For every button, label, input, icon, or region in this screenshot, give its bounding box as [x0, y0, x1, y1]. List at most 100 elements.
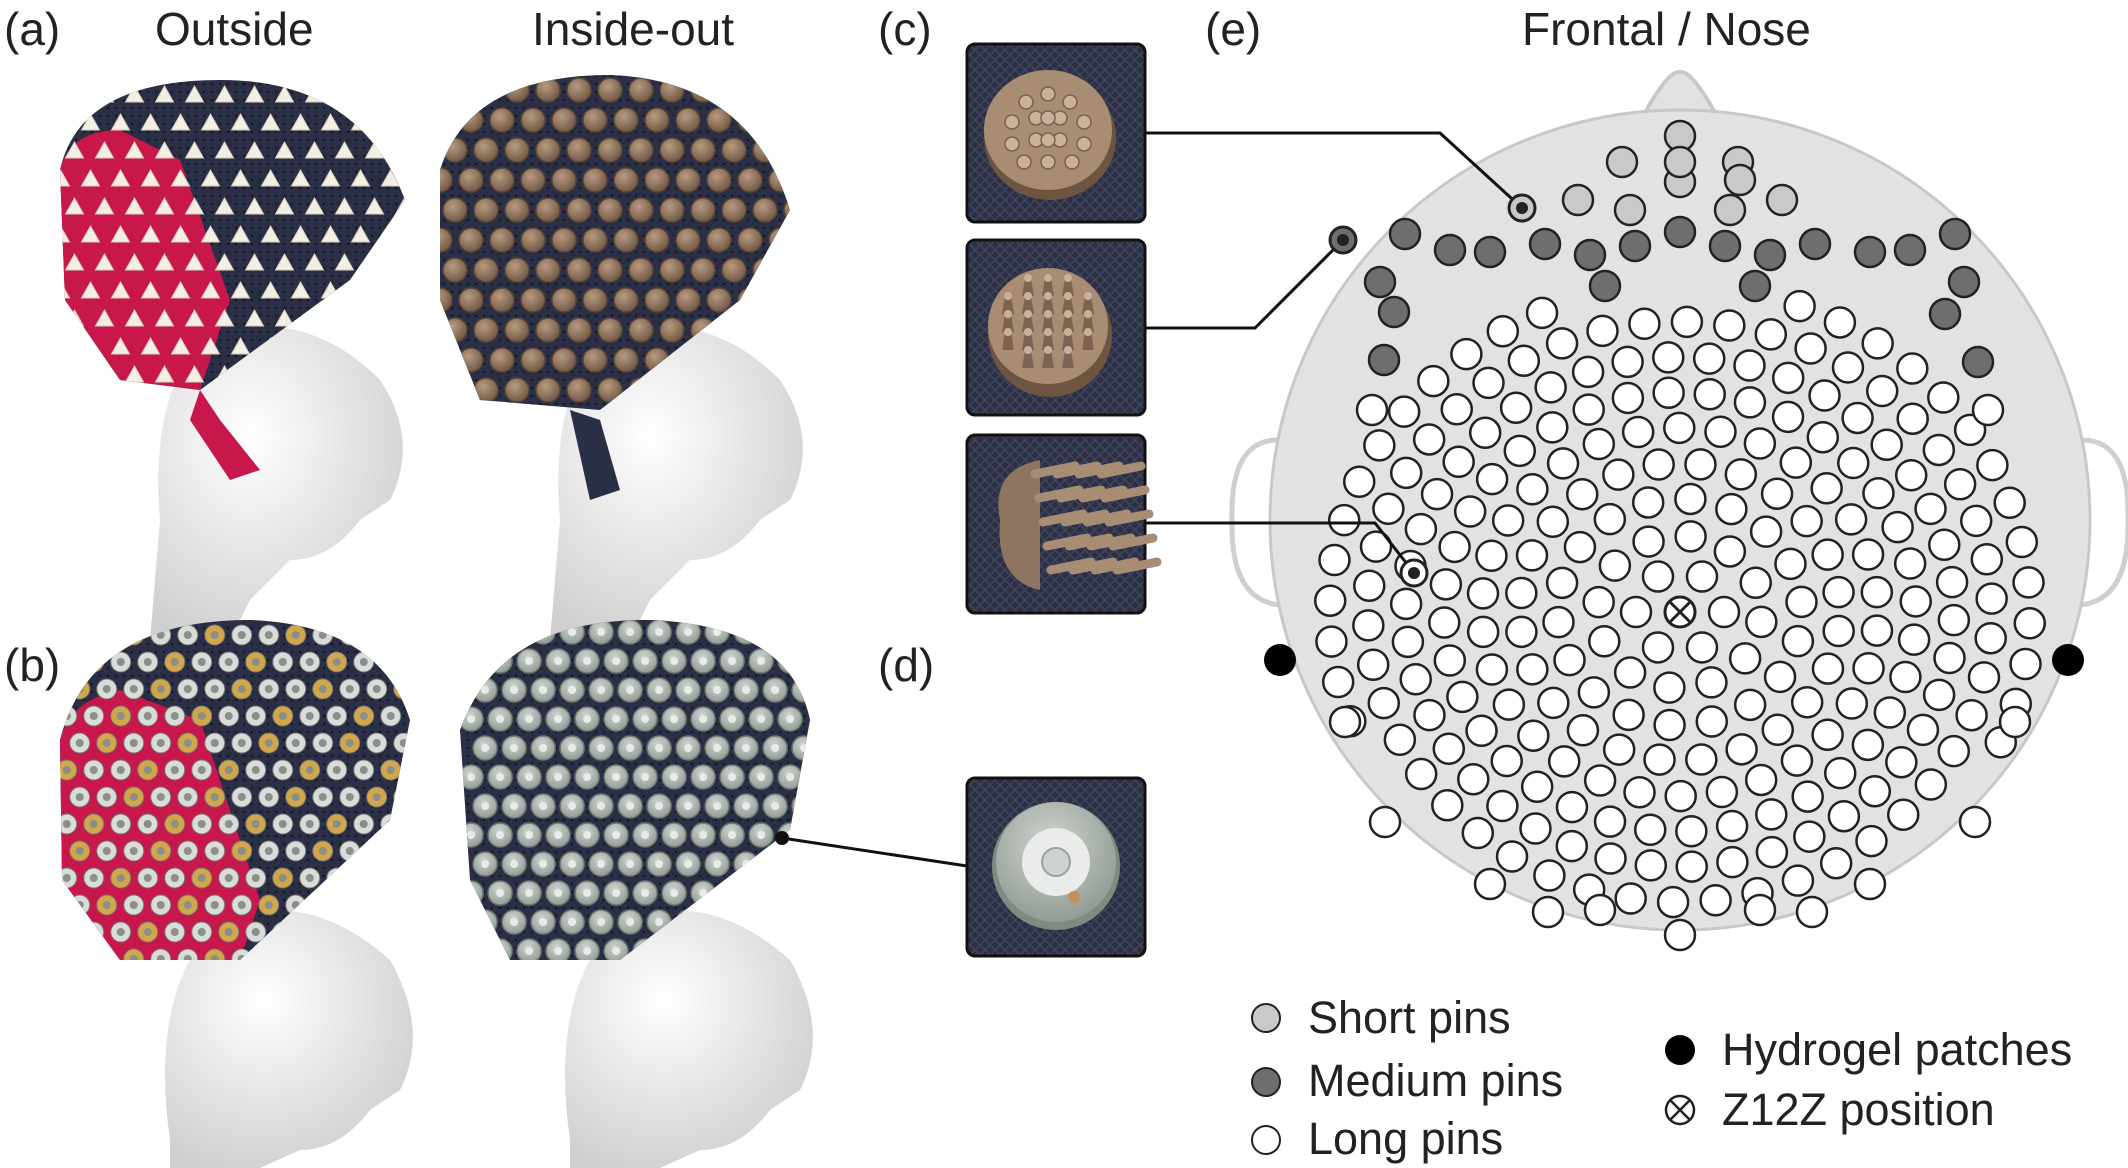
electrode-holder-icon	[260, 280, 281, 299]
long-pin-electrode	[1781, 864, 1815, 897]
electrode-housing-center	[612, 831, 621, 839]
electrode-holder-icon	[124, 140, 145, 159]
legend-hydrogel-symbol	[1665, 1035, 1695, 1065]
disc-electrode-center	[75, 847, 84, 855]
pin-comb-icon	[504, 137, 530, 163]
medium-pin-tip	[1064, 292, 1072, 300]
disc-electrode-center	[183, 847, 192, 855]
long-pin-electrode	[1970, 543, 2004, 576]
short-pin-icon	[1040, 132, 1056, 148]
electrode-housing-center	[467, 773, 476, 781]
medium-pin-electrode	[1708, 229, 1742, 263]
long-pin-electrode	[1593, 502, 1627, 536]
long-pin-electrode	[1536, 411, 1569, 444]
long-pin-electrode	[1790, 686, 1824, 719]
long-pin-electrode	[1598, 549, 1632, 582]
electrode-housing-center	[786, 773, 795, 781]
disc-electrode-center	[129, 847, 138, 855]
electrode-housing-center	[771, 802, 780, 810]
electrode-holder-icon	[200, 168, 221, 187]
pin-comb-icon	[489, 347, 515, 373]
long-pin-electrode	[1819, 846, 1853, 880]
electrode-holder-icon	[230, 280, 251, 299]
long-pin-electrode	[1542, 605, 1575, 639]
long-pin-electrode	[1749, 515, 1783, 548]
disc-electrode-center	[210, 847, 219, 855]
long-pin-electrode	[1914, 492, 1947, 526]
disc-electrode-center	[332, 712, 341, 720]
pin-comb-icon	[535, 317, 561, 343]
long-pin-electrode	[1417, 364, 1450, 398]
disc-electrode-center	[359, 820, 368, 828]
pin-comb-icon	[690, 257, 716, 283]
long-pin-electrode	[1465, 714, 1498, 748]
electrode-holder-icon	[350, 224, 371, 243]
long-pin-electrode	[1327, 503, 1361, 537]
electrode-housing-center	[728, 773, 737, 781]
short-pin-icon	[1016, 154, 1032, 170]
electrode-holder-icon	[94, 308, 115, 327]
electrode-holder-icon	[154, 252, 175, 271]
pin-comb-icon	[644, 107, 670, 133]
electrode-housing-center	[626, 860, 635, 868]
legend-z12z-label: Z12Z position	[1722, 1084, 1995, 1135]
short-pin-electrode	[1765, 183, 1799, 217]
disc-electrode-center	[318, 847, 327, 855]
legend-short-symbol	[1251, 1003, 1281, 1033]
long-pin-electrode	[1823, 306, 1857, 339]
long-pin-electrode	[1517, 719, 1550, 752]
pin-comb-icon	[582, 107, 608, 133]
medium-pin-electrode	[1377, 295, 1411, 329]
disc-electrode-center	[237, 739, 246, 747]
electrode-holder-icon	[214, 308, 235, 327]
long-pin-electrode	[1823, 756, 1857, 790]
electrode-holder-icon	[184, 84, 205, 103]
photo-a-inside-out	[440, 75, 803, 640]
long-pin-electrode	[1713, 309, 1746, 342]
electrode-housing-center	[554, 657, 563, 665]
disc-electrode-center	[372, 793, 381, 801]
medium-pin-tip	[1044, 346, 1052, 354]
pin-comb-icon	[520, 167, 546, 193]
long-pin-electrode	[1743, 427, 1777, 460]
long-pin-electrode	[1355, 393, 1389, 427]
disc-electrode-center	[156, 739, 165, 747]
medium-pin-icon	[1062, 296, 1074, 314]
electrode-holder-icon	[170, 112, 191, 131]
long-pin-electrode	[1811, 718, 1844, 751]
disc-electrode-center	[332, 658, 341, 666]
long-pin-electrode	[1822, 614, 1855, 648]
electrode-housing-center	[626, 918, 635, 926]
long-pin-electrode	[1490, 744, 1523, 778]
long-pin-electrode	[1432, 732, 1466, 765]
disc-electrode-center	[305, 874, 314, 882]
long-pin-electrode	[1724, 458, 1758, 491]
long-pin-electrode	[1733, 688, 1767, 722]
pin-comb-icon	[566, 317, 592, 343]
long-pin-electrode	[1834, 503, 1868, 536]
pin-comb-icon	[783, 197, 790, 223]
long-pin-electrode	[1643, 743, 1676, 776]
pin-comb-icon	[752, 197, 778, 223]
electrode-holder-icon	[110, 112, 131, 131]
electrode-housing-center	[612, 947, 621, 955]
long-pin-electrode	[1793, 820, 1826, 853]
pin-comb-icon	[473, 137, 499, 163]
long-pin-electrode	[1566, 714, 1600, 747]
long-pin-electrode	[1935, 565, 1969, 599]
disc-electrode-center	[197, 928, 206, 936]
electrode-housing-center	[510, 744, 519, 752]
electrode-holder-icon	[140, 168, 161, 187]
medium-pin-tip	[1024, 310, 1032, 318]
disc-electrode-center	[372, 739, 381, 747]
long-pin-electrode	[1431, 789, 1464, 822]
electrode-holder-icon	[80, 112, 101, 131]
long-pin-electrode	[1745, 605, 1778, 639]
long-pin-electrode	[1897, 623, 1931, 656]
electrode-housing-center	[684, 802, 693, 810]
electrode-housing-center	[568, 686, 577, 694]
long-pin-electrode	[1537, 686, 1570, 720]
long-pin-electrode	[1387, 395, 1421, 428]
left-ear-shape	[1229, 437, 1281, 608]
electrode-holder-icon	[244, 140, 265, 159]
